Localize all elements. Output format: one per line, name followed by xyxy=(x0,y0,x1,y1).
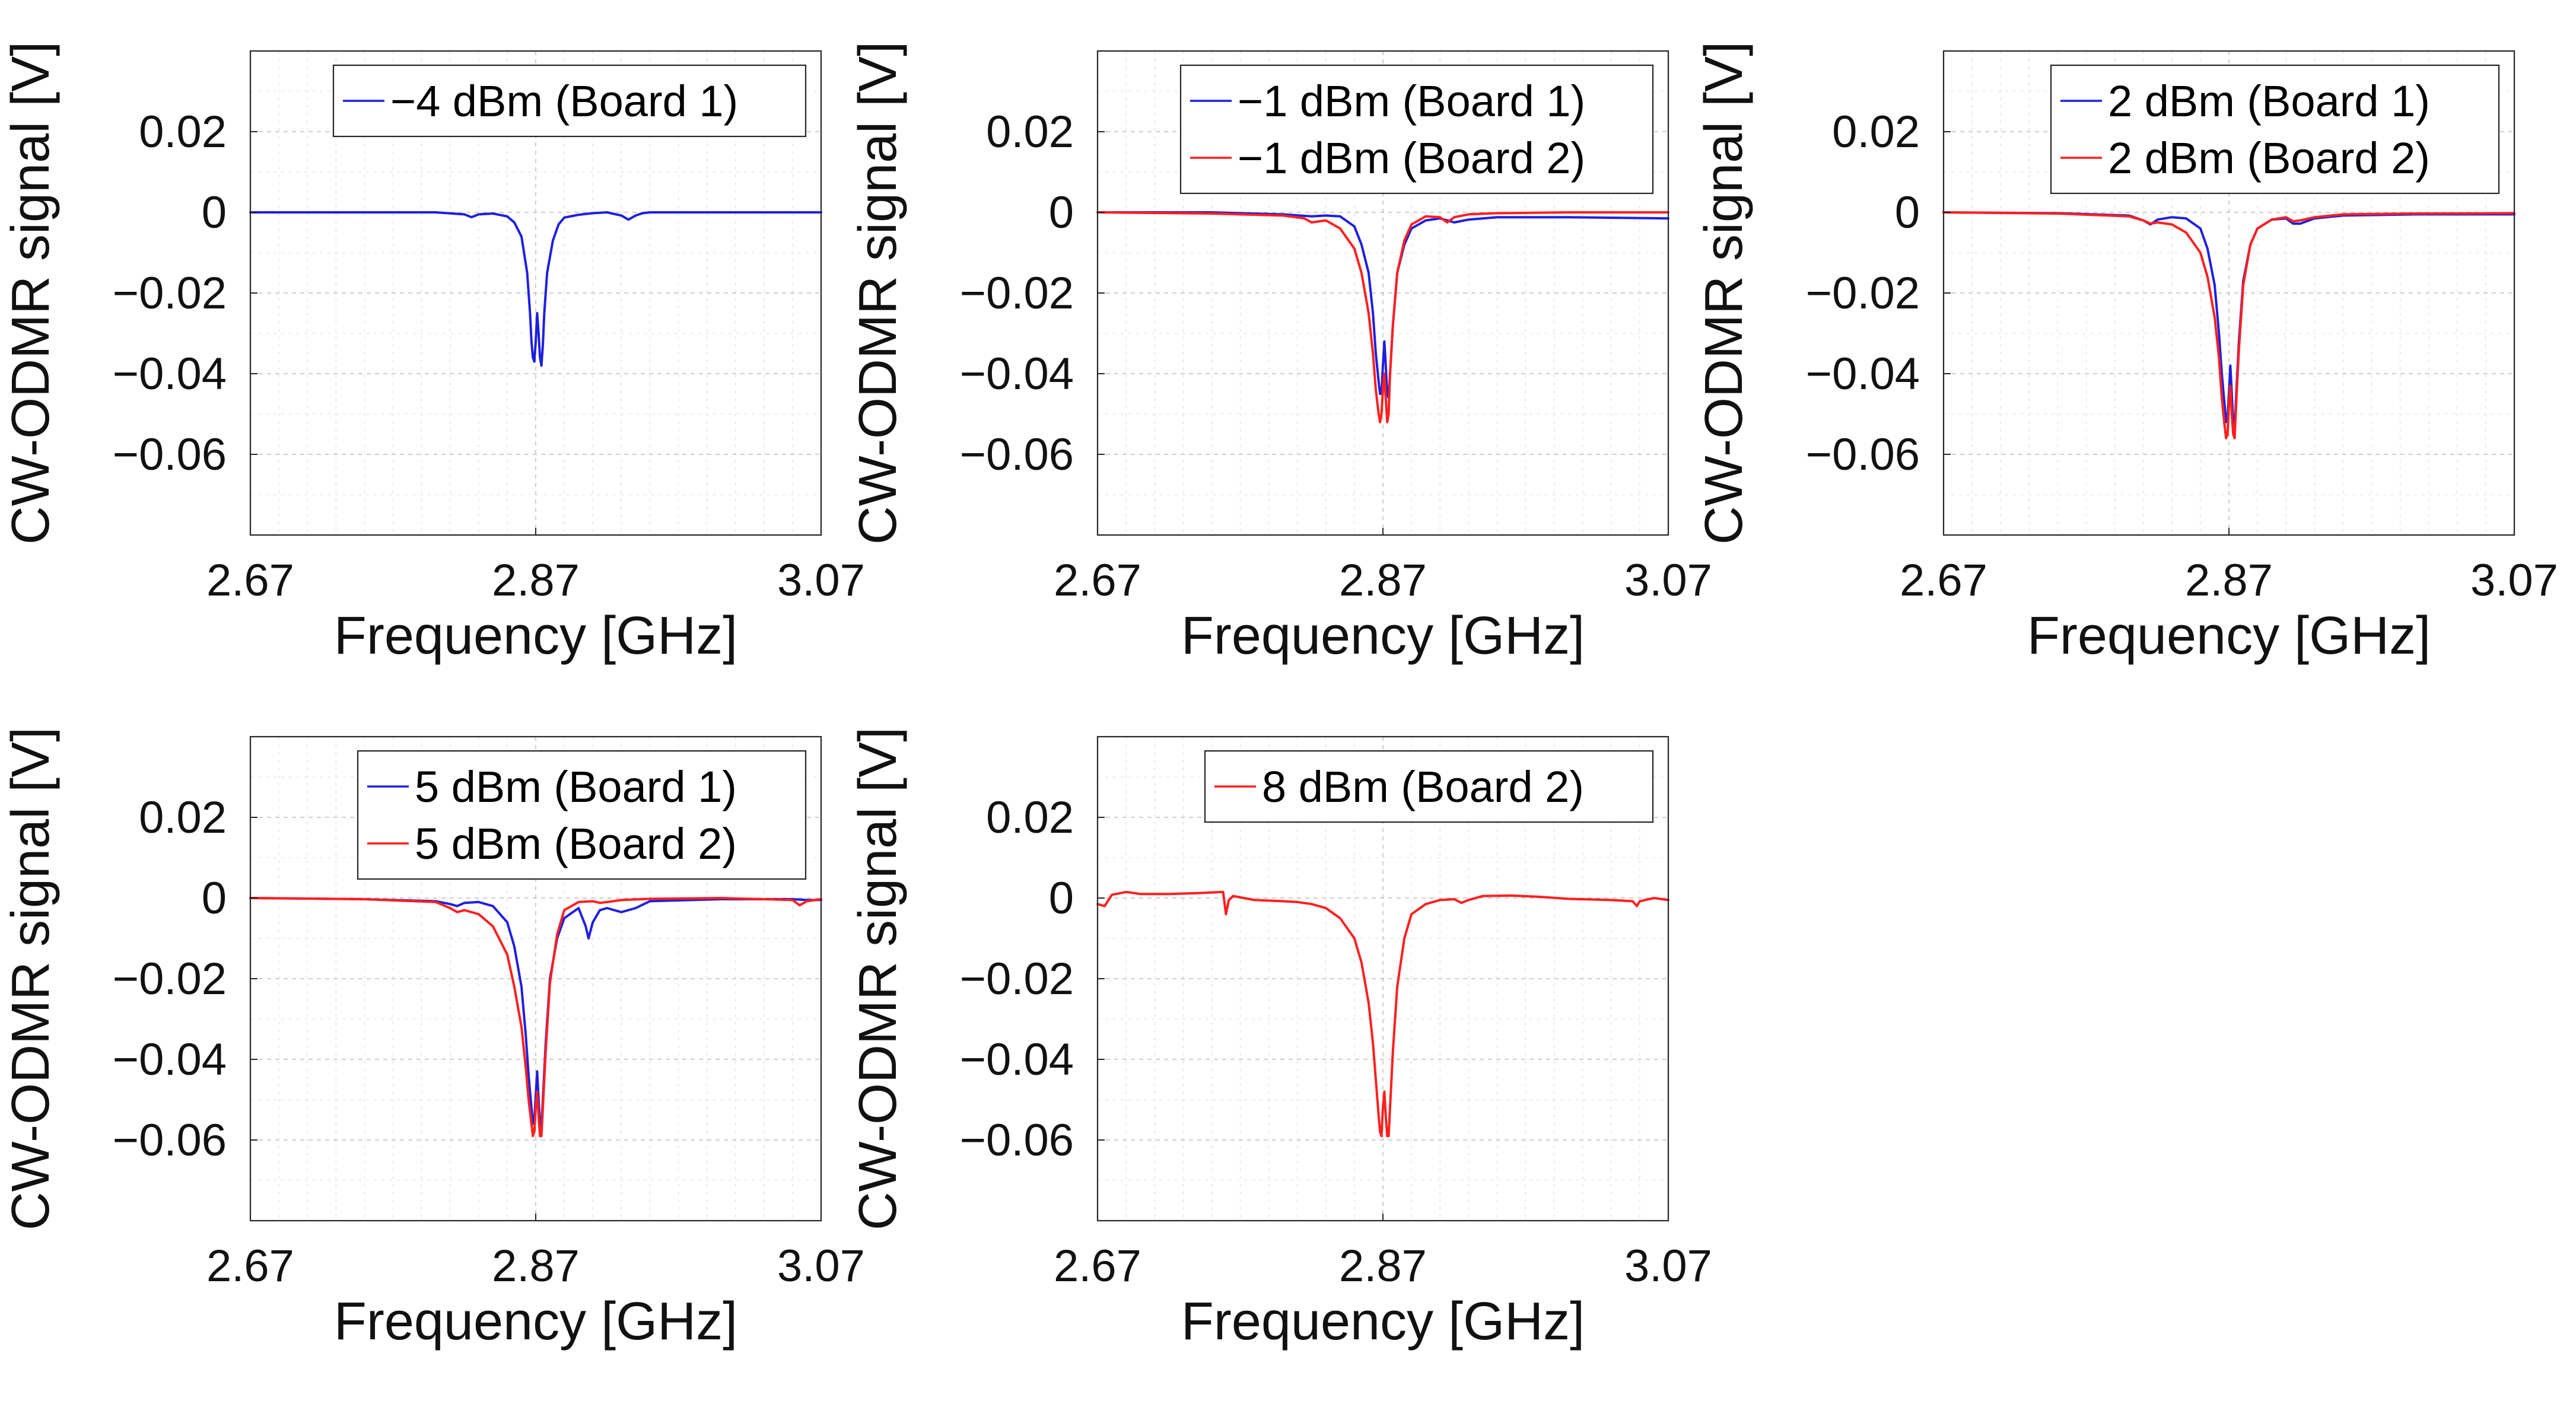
legend-box xyxy=(332,64,807,138)
y-tick-label: 0.02 xyxy=(139,107,227,157)
x-tick-label: 2.87 xyxy=(492,555,580,606)
y-tick-label: 0.02 xyxy=(986,792,1074,843)
y-tick-label: −0.04 xyxy=(960,349,1074,399)
legend-box xyxy=(357,750,807,880)
x-tick-label: 2.87 xyxy=(2185,555,2273,606)
series-line-1 xyxy=(1942,211,2515,432)
y-tick-label: −0.02 xyxy=(960,954,1074,1004)
legend-entry: −4 dBm (Board 1) xyxy=(390,77,738,126)
chart-panel-3: 0.02 0 −0.02 −0.04 −0.06 2.67 2.87 3.07 Frequenc… xyxy=(1694,42,2558,666)
x-tick-label: 3.07 xyxy=(2470,555,2558,606)
x-tick-label: 3.07 xyxy=(777,555,865,606)
y-tick-label: −0.02 xyxy=(960,268,1074,319)
legend: −1 dBm (Board 1) −1 dBm (Board 2) xyxy=(1179,64,1654,195)
y-tick-label: −0.02 xyxy=(1806,268,1920,319)
y-tick-label: −0.02 xyxy=(113,268,227,319)
series-line-2 xyxy=(249,897,822,1138)
y-axis-label: CW-ODMR signal [V] xyxy=(848,727,908,1230)
y-tick-label: 0.02 xyxy=(1832,107,1920,157)
legend-entry: −1 dBm (Board 1) xyxy=(1238,77,1585,126)
legend: 2 dBm (Board 1) 2 dBm (Board 2) xyxy=(2050,64,2500,195)
x-tick-label: 2.87 xyxy=(1339,555,1427,606)
series-line-2 xyxy=(1942,211,2515,440)
series-line-1 xyxy=(249,211,822,367)
legend-entry: 2 dBm (Board 2) xyxy=(2108,133,2430,183)
y-tick-label: −0.06 xyxy=(960,1115,1074,1166)
y-tick-label: −0.04 xyxy=(1806,349,1920,399)
x-axis-label: Frequency [GHz] xyxy=(1181,1292,1585,1351)
y-axis-label: CW-ODMR signal [V] xyxy=(1694,42,1754,545)
y-axis-label: CW-ODMR signal [V] xyxy=(848,42,908,545)
legend-box xyxy=(2050,64,2500,195)
y-tick-label: 0.02 xyxy=(986,107,1074,157)
x-axis-label: Frequency [GHz] xyxy=(334,606,737,666)
y-tick-label: −0.02 xyxy=(113,954,227,1004)
series-line-1 xyxy=(1096,890,1669,1138)
legend-box xyxy=(1204,750,1654,823)
y-tick-label: 0 xyxy=(1895,187,1920,238)
chart-panel-2: 0.02 0 −0.02 −0.04 −0.06 2.67 2.87 3.07 Frequenc… xyxy=(848,42,1712,666)
legend-entry: 2 dBm (Board 1) xyxy=(2108,77,2430,126)
y-tick-label: −0.04 xyxy=(113,1034,227,1085)
series-line-1 xyxy=(1096,211,1669,399)
y-tick-label: −0.04 xyxy=(113,349,227,399)
series-line-2 xyxy=(1096,211,1669,424)
grid xyxy=(1098,737,1668,1221)
chart-panel-1: 0.02 0 −0.02 −0.04 −0.06 2.67 2.87 3.07 Frequenc… xyxy=(1,42,865,666)
x-tick-label: 3.07 xyxy=(1624,1241,1712,1291)
x-axis-label: Frequency [GHz] xyxy=(1181,606,1585,666)
x-tick-label: 2.67 xyxy=(206,555,294,606)
legend-entry: 5 dBm (Board 1) xyxy=(415,762,737,811)
y-tick-label: 0 xyxy=(1049,187,1074,238)
legend-box xyxy=(1179,64,1654,195)
legend-entry: −1 dBm (Board 2) xyxy=(1238,133,1585,183)
y-tick-label: 0.02 xyxy=(139,792,227,843)
y-tick-label: −0.06 xyxy=(113,1115,227,1166)
y-tick-label: 0 xyxy=(202,873,227,924)
x-tick-label: 3.07 xyxy=(777,1241,865,1291)
legend-entry: 8 dBm (Board 2) xyxy=(1262,762,1584,811)
x-tick-label: 2.67 xyxy=(206,1241,294,1291)
x-tick-label: 2.67 xyxy=(1054,555,1141,606)
y-tick-label: −0.06 xyxy=(113,429,227,480)
x-tick-label: 2.87 xyxy=(1339,1241,1427,1291)
x-tick-label: 2.67 xyxy=(1054,1241,1141,1291)
y-axis-label: CW-ODMR signal [V] xyxy=(1,42,61,545)
y-tick-label: 0 xyxy=(1049,873,1074,924)
legend: −4 dBm (Board 1) xyxy=(332,64,807,138)
x-tick-label: 2.67 xyxy=(1900,555,1987,606)
y-axis-label: CW-ODMR signal [V] xyxy=(1,727,61,1230)
x-axis-label: Frequency [GHz] xyxy=(334,1292,737,1351)
y-tick-label: −0.04 xyxy=(960,1034,1074,1085)
x-axis-label: Frequency [GHz] xyxy=(2027,606,2431,666)
y-tick-label: −0.06 xyxy=(1806,429,1920,480)
legend-entry: 5 dBm (Board 2) xyxy=(415,819,737,868)
chart-panel-5: 0.02 0 −0.02 −0.04 −0.06 2.67 2.87 3.07 Frequenc… xyxy=(848,727,1712,1351)
legend: 5 dBm (Board 1) 5 dBm (Board 2) xyxy=(357,750,807,880)
y-tick-label: −0.06 xyxy=(960,429,1074,480)
legend: 8 dBm (Board 2) xyxy=(1204,750,1654,823)
y-tick-label: 0 xyxy=(202,187,227,238)
x-tick-label: 3.07 xyxy=(1624,555,1712,606)
chart-panel-4: 0.02 0 −0.02 −0.04 −0.06 2.67 2.87 3.07 Frequenc… xyxy=(1,727,865,1351)
x-tick-label: 2.87 xyxy=(492,1241,580,1291)
